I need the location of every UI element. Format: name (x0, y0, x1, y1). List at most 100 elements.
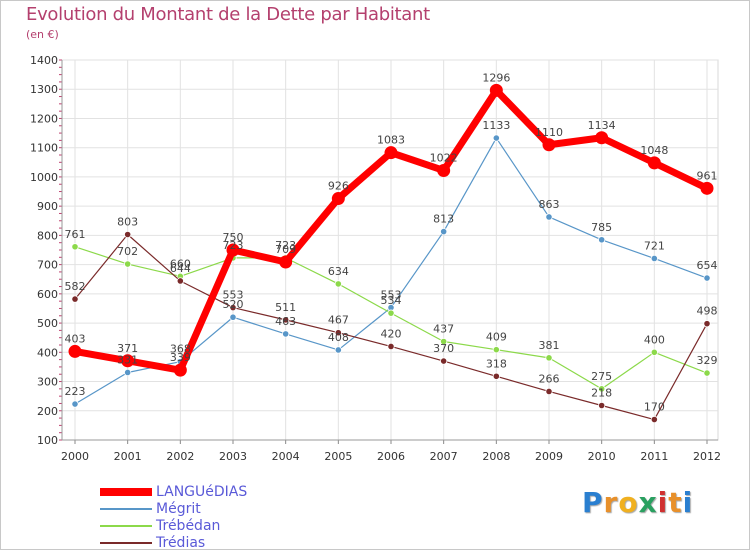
data-label: 400 (644, 333, 665, 346)
data-label: 408 (328, 331, 349, 344)
data-point-0 (173, 363, 187, 377)
data-label: 331 (117, 353, 138, 366)
legend-swatch (100, 525, 152, 527)
chart-subtitle: (en €) (26, 28, 59, 41)
data-label: 467 (328, 314, 349, 327)
legend-swatch (100, 488, 152, 496)
data-point-3 (650, 415, 658, 424)
data-label: 582 (65, 280, 86, 293)
legend-swatch (100, 508, 152, 510)
data-point-1 (229, 313, 237, 321)
data-point-3 (334, 329, 342, 337)
data-point-0 (489, 83, 503, 97)
data-label: 1296 (482, 71, 510, 84)
data-point-1 (598, 236, 606, 244)
y-tick-label: 300 (37, 376, 58, 389)
data-point-0 (279, 255, 293, 269)
data-label: 368 (170, 343, 191, 356)
x-tick-label: 2008 (482, 450, 510, 463)
x-tick-label: 2009 (535, 450, 563, 463)
data-label: 553 (381, 289, 402, 302)
legend-label: Mégrit (156, 501, 201, 517)
data-point-3 (229, 303, 237, 312)
data-point-3 (440, 357, 448, 365)
data-point-0 (437, 163, 451, 177)
data-label: 660 (170, 257, 191, 270)
data-label: 634 (328, 265, 349, 278)
y-tick-label: 100 (37, 434, 58, 447)
data-point-0 (384, 146, 398, 160)
data-label: 370 (433, 342, 454, 355)
data-point-2 (492, 346, 500, 354)
data-label: 750 (223, 231, 244, 244)
data-label: 266 (539, 372, 560, 385)
data-point-0 (700, 181, 714, 195)
data-point-1 (124, 368, 132, 377)
y-tick-label: 1100 (30, 142, 58, 155)
data-point-1 (334, 346, 342, 354)
data-point-1 (440, 227, 448, 236)
data-point-2 (650, 348, 658, 356)
y-tick-label: 1000 (30, 171, 58, 184)
chart-title: Evolution du Montant de la Dette par Hab… (26, 4, 430, 25)
data-label: 761 (65, 228, 86, 241)
data-label: 709 (275, 243, 296, 256)
data-label: 1022 (430, 151, 458, 164)
x-tick-label: 2001 (114, 450, 142, 463)
data-label: 437 (433, 322, 454, 335)
y-tick-label: 200 (37, 405, 58, 418)
data-label: 1083 (377, 134, 405, 147)
data-point-3 (124, 230, 132, 239)
data-label: 318 (486, 357, 507, 370)
data-label: 329 (697, 354, 718, 367)
x-tick-label: 2007 (430, 450, 458, 463)
data-label: 520 (223, 298, 244, 311)
x-tick-label: 2010 (588, 450, 616, 463)
logo-letter: i (657, 486, 669, 519)
x-tick-label: 2011 (640, 450, 668, 463)
data-point-2 (703, 369, 711, 377)
legend-label: Trébédan (156, 518, 221, 534)
logo-letter: t (668, 486, 683, 519)
data-label: 511 (275, 301, 296, 314)
logo-letter: o (618, 486, 639, 519)
data-point-1 (545, 213, 553, 221)
data-point-1 (703, 274, 711, 282)
data-label: 463 (275, 315, 296, 328)
data-label: 721 (644, 239, 665, 252)
data-label: 926 (328, 180, 349, 193)
data-label: 723 (223, 239, 244, 252)
legend-label: Trédias (156, 535, 206, 551)
data-point-3 (492, 372, 500, 380)
data-point-2 (598, 385, 606, 393)
data-point-2 (334, 280, 342, 288)
data-label: 223 (65, 385, 86, 398)
data-label: 371 (117, 342, 138, 355)
data-label: 961 (697, 169, 718, 182)
x-tick-label: 2003 (219, 450, 247, 463)
x-tick-label: 2012 (693, 450, 721, 463)
x-tick-label: 2000 (61, 450, 89, 463)
data-point-3 (703, 320, 711, 328)
data-label: 813 (433, 213, 454, 226)
data-point-0 (542, 138, 556, 152)
data-point-1 (71, 400, 79, 408)
data-point-3 (387, 342, 395, 351)
data-label: 420 (381, 327, 402, 340)
data-point-2 (440, 337, 448, 346)
data-point-0 (68, 344, 82, 358)
y-tick-label: 900 (37, 200, 58, 213)
data-label: 170 (644, 401, 665, 414)
data-point-3 (176, 277, 184, 285)
data-label: 723 (275, 239, 296, 252)
logo-letter: x (638, 486, 658, 519)
x-tick-label: 2004 (272, 450, 300, 463)
y-tick-label: 1400 (30, 54, 58, 67)
data-point-1 (282, 330, 290, 338)
y-tick-label: 800 (37, 229, 58, 242)
proxiti-logo: Proxiti (582, 486, 693, 519)
data-point-2 (545, 354, 553, 362)
data-point-1 (650, 254, 658, 263)
data-label: 403 (65, 332, 86, 345)
